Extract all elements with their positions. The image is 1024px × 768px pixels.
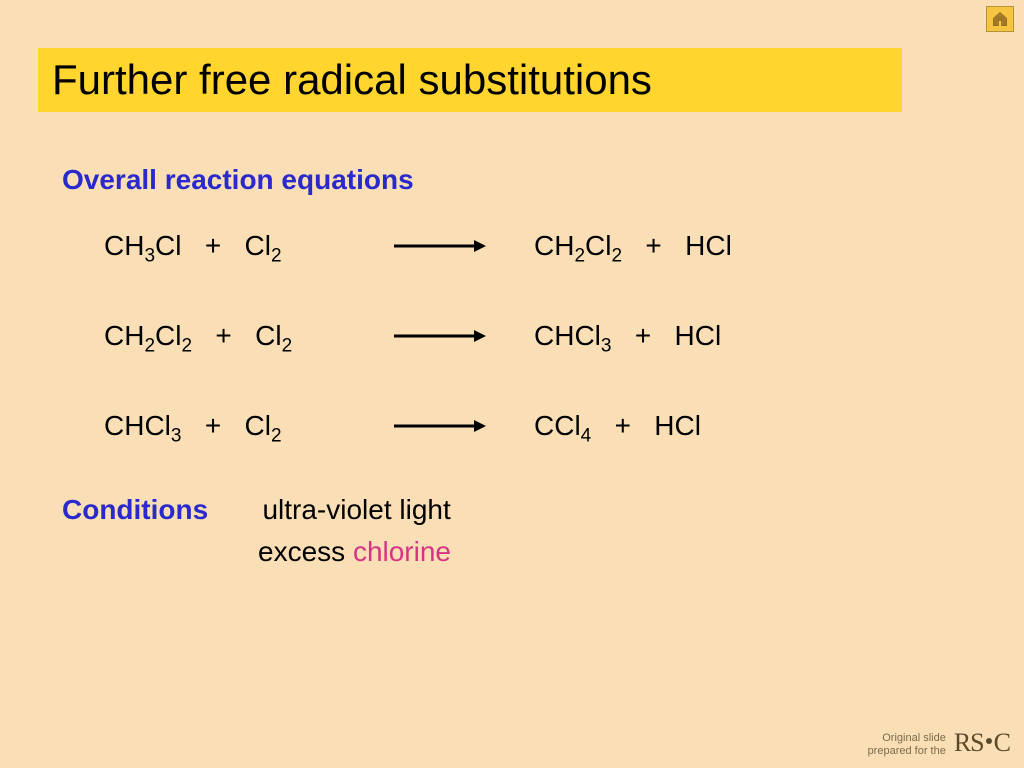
footer-attribution: Original slide prepared for the (868, 732, 946, 758)
reaction-arrow-icon (394, 239, 504, 253)
slide-title: Further free radical substitutions (52, 56, 652, 104)
conditions-line1: ultra-violet light (262, 494, 450, 526)
equation-reactants: CH3Cl + Cl2 (104, 230, 394, 262)
conditions-highlight: chlorine (353, 536, 451, 567)
logo-dot-icon (986, 738, 992, 744)
slide-title-bar: Further free radical substitutions (38, 48, 902, 112)
equation-products: CHCl3 + HCl (504, 320, 942, 352)
footer-line2: prepared for the (868, 745, 946, 758)
section-heading: Overall reaction equations (62, 164, 942, 196)
home-icon (991, 10, 1009, 28)
equation-products: CCl4 + HCl (504, 410, 942, 442)
slide-content: Overall reaction equations CH3Cl + Cl2 C… (62, 164, 942, 568)
rsc-logo: RS C (954, 728, 1010, 758)
reaction-arrow-icon (394, 329, 504, 343)
slide-footer: Original slide prepared for the RS C (868, 728, 1010, 758)
equation-reactants: CH2Cl2 + Cl2 (104, 320, 394, 352)
equations-block: CH3Cl + Cl2 CH2Cl2 + HCl CH2Cl2 + Cl2 CH… (104, 230, 942, 442)
equation-row: CH3Cl + Cl2 CH2Cl2 + HCl (104, 230, 942, 262)
reaction-arrow-icon (394, 419, 504, 433)
equation-products: CH2Cl2 + HCl (504, 230, 942, 262)
conditions-line2: excess chlorine (258, 536, 942, 568)
equation-reactants: CHCl3 + Cl2 (104, 410, 394, 442)
conditions-line2-prefix: excess (258, 536, 353, 567)
logo-c: C (994, 728, 1010, 758)
footer-line1: Original slide (868, 732, 946, 745)
logo-rs: RS (954, 728, 984, 758)
equation-row: CHCl3 + Cl2 CCl4 + HCl (104, 410, 942, 442)
conditions-label: Conditions (62, 494, 258, 526)
equation-row: CH2Cl2 + Cl2 CHCl3 + HCl (104, 320, 942, 352)
conditions-block: Conditions ultra-violet light excess chl… (62, 494, 942, 568)
home-button[interactable] (986, 6, 1014, 32)
